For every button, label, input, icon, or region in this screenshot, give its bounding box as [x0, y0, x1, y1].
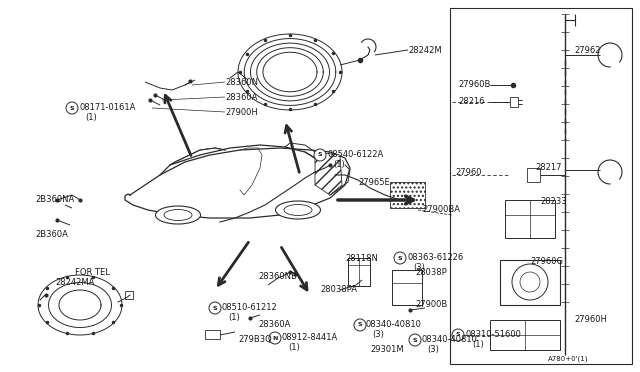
Bar: [205, 330, 220, 339]
Text: 279B3Q: 279B3Q: [238, 335, 272, 344]
Text: 28233: 28233: [540, 197, 566, 206]
Text: 2B360A: 2B360A: [35, 230, 68, 239]
Text: 08912-8441A: 08912-8441A: [282, 333, 339, 342]
Circle shape: [354, 319, 366, 331]
Text: 28242MA: 28242MA: [55, 278, 94, 287]
Text: 27900B: 27900B: [415, 300, 447, 309]
Circle shape: [209, 302, 221, 314]
Text: S: S: [413, 337, 417, 343]
Circle shape: [409, 334, 421, 346]
Bar: [505, 200, 555, 238]
Text: 08340-40810: 08340-40810: [366, 320, 422, 329]
Text: 2B360NA: 2B360NA: [35, 195, 74, 204]
Circle shape: [269, 332, 281, 344]
Text: 08510-61212: 08510-61212: [222, 303, 278, 312]
Text: 28242M: 28242M: [408, 46, 442, 55]
Text: A780+0'(1): A780+0'(1): [548, 356, 589, 362]
Text: 28118N: 28118N: [345, 254, 378, 263]
Text: 28360A: 28360A: [258, 320, 291, 329]
Text: FOR TEL: FOR TEL: [75, 268, 110, 277]
Text: 28038PA: 28038PA: [320, 285, 357, 294]
Text: 27900BA: 27900BA: [422, 205, 460, 214]
Text: 28360A: 28360A: [225, 93, 257, 102]
Circle shape: [66, 102, 78, 114]
Circle shape: [520, 272, 540, 292]
Text: (3): (3): [372, 330, 384, 339]
Text: (1): (1): [288, 343, 300, 352]
Polygon shape: [315, 152, 342, 195]
Text: 28217: 28217: [535, 163, 561, 172]
Text: 08171-0161A: 08171-0161A: [80, 103, 136, 112]
Text: S: S: [456, 333, 460, 337]
Text: 27960B: 27960B: [458, 80, 490, 89]
Bar: [390, 182, 425, 208]
Text: 29301M: 29301M: [370, 345, 404, 354]
Ellipse shape: [284, 205, 312, 215]
Circle shape: [314, 149, 326, 161]
Text: (1): (1): [333, 160, 345, 169]
Bar: [125, 291, 133, 299]
Text: (1): (1): [228, 313, 240, 322]
Text: 08363-61226: 08363-61226: [407, 253, 463, 262]
Text: 28360N: 28360N: [225, 78, 258, 87]
Text: (3): (3): [413, 263, 425, 272]
Text: 08540-6122A: 08540-6122A: [327, 150, 383, 159]
Text: 27962: 27962: [574, 46, 600, 55]
Text: S: S: [212, 305, 218, 311]
Text: 08310-51600: 08310-51600: [466, 330, 522, 339]
Text: 27960H: 27960H: [574, 315, 607, 324]
Bar: [392, 270, 422, 305]
Text: (3): (3): [427, 345, 439, 354]
Text: (1): (1): [472, 340, 484, 349]
Ellipse shape: [275, 201, 321, 219]
Circle shape: [394, 252, 406, 264]
Bar: [490, 320, 560, 350]
Bar: [500, 260, 560, 305]
Ellipse shape: [164, 209, 192, 221]
Text: S: S: [397, 256, 403, 260]
Text: 28038P: 28038P: [415, 268, 447, 277]
Text: 28216: 28216: [458, 97, 484, 106]
Text: 28360NB: 28360NB: [258, 272, 297, 281]
Text: 27960: 27960: [455, 168, 481, 177]
Text: S: S: [70, 106, 74, 110]
Text: N: N: [272, 336, 278, 340]
Circle shape: [452, 329, 464, 341]
Text: S: S: [317, 153, 323, 157]
Bar: [527, 168, 540, 182]
Text: 27965E: 27965E: [358, 178, 390, 187]
Text: 27900H: 27900H: [225, 108, 258, 117]
Text: S: S: [358, 323, 362, 327]
Bar: [510, 97, 518, 107]
Bar: [348, 258, 370, 286]
Bar: [450, 8, 632, 364]
Text: (1): (1): [85, 113, 97, 122]
Circle shape: [512, 264, 548, 300]
Text: 27960G: 27960G: [530, 257, 563, 266]
Text: 08340-40810: 08340-40810: [421, 335, 477, 344]
Ellipse shape: [156, 206, 200, 224]
